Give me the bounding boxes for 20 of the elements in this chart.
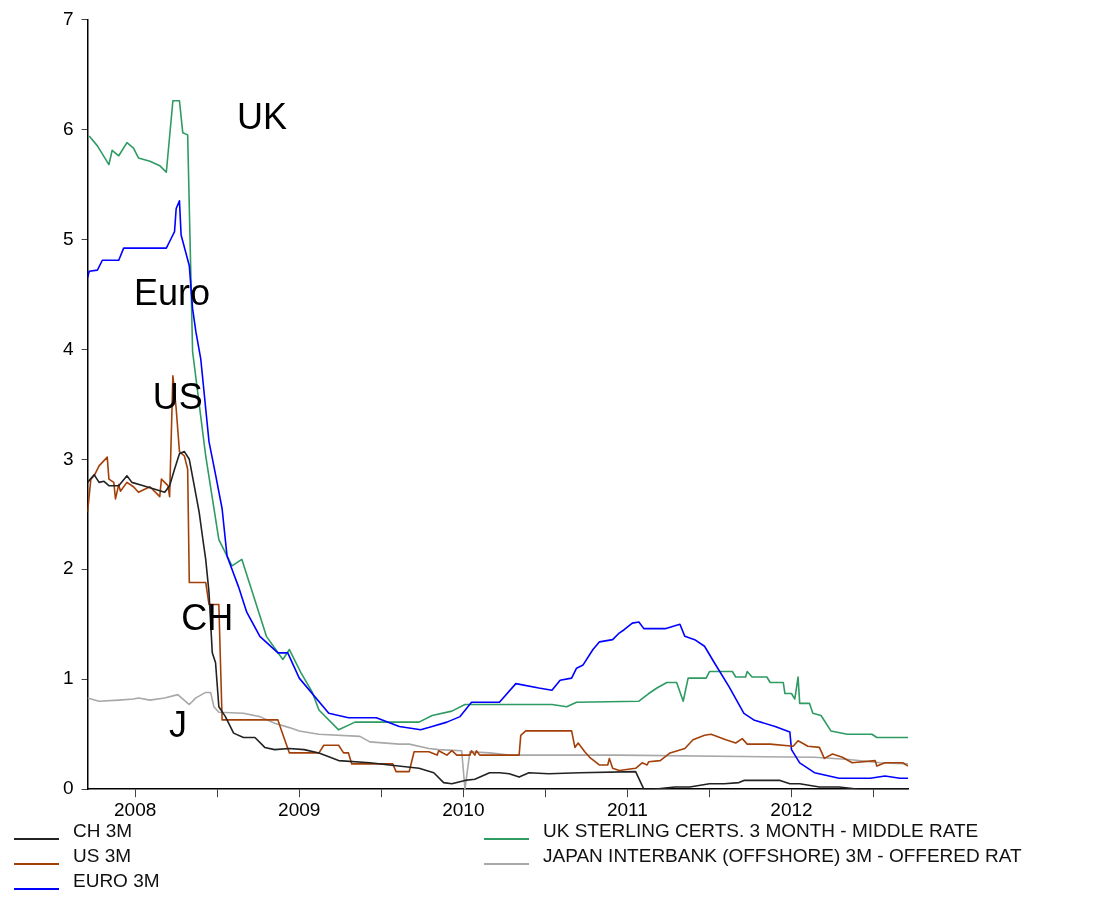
annotation: J bbox=[169, 704, 187, 745]
legend-label: UK STERLING CERTS. 3 MONTH - MIDDLE RATE bbox=[543, 819, 979, 842]
legend-label: US 3M bbox=[73, 844, 132, 867]
y-tick-label: 2 bbox=[62, 557, 74, 579]
y-tick-label: 0 bbox=[62, 777, 74, 799]
y-tick-label: 5 bbox=[62, 227, 74, 249]
y-tick-label: 6 bbox=[62, 117, 74, 139]
x-tick-label: 2010 bbox=[442, 798, 485, 820]
x-tick-label: 2012 bbox=[770, 798, 813, 820]
y-tick-label: 3 bbox=[62, 447, 74, 469]
legend-label: JAPAN INTERBANK (OFFSHORE) 3M - OFFERED RAT bbox=[543, 844, 1022, 867]
x-tick-label: 2009 bbox=[278, 798, 321, 820]
x-tick-label: 2011 bbox=[606, 798, 648, 820]
y-tick-label: 7 bbox=[62, 7, 74, 29]
y-tick-label: 1 bbox=[62, 667, 74, 689]
y-tick-label: 4 bbox=[62, 337, 74, 359]
legend-label: CH 3M bbox=[73, 819, 133, 842]
x-tick-label: 2008 bbox=[114, 798, 157, 820]
annotation: UK bbox=[236, 96, 288, 137]
legend-label: EURO 3M bbox=[73, 869, 160, 892]
